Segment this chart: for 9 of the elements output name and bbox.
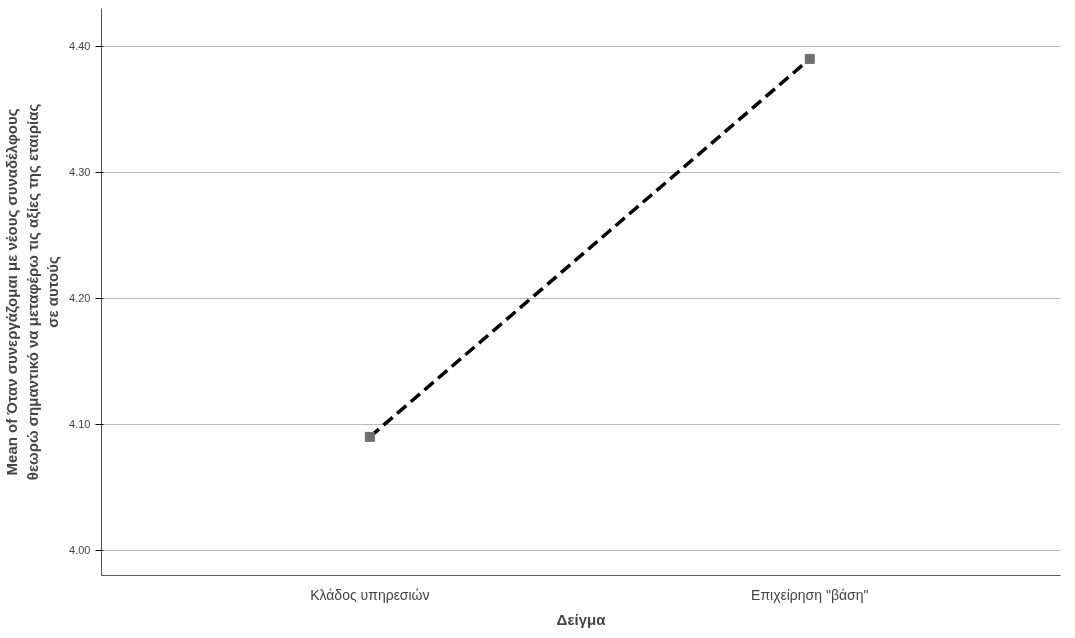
y-tick-label: 4.40 xyxy=(69,40,91,53)
y-tick-label: 4.10 xyxy=(69,418,91,431)
x-axis-title: Δείγμα xyxy=(556,610,607,628)
y-axis-title: Mean of Όταν συνεργάζομαι με νέους συναδέλφους θεωρώ σημαντικό να μεταφέρω τις αξίες της εταιρίας σε αυτούς xyxy=(3,103,62,481)
y-tick-label: 4.30 xyxy=(69,166,91,179)
x-tick-label: Επιχείρηση "βάση" xyxy=(751,586,869,603)
y-tick-label: 4.00 xyxy=(69,544,91,557)
y-tick-label: 4.20 xyxy=(69,292,91,305)
x-tick-label: Κλάδος υπηρεσιών xyxy=(310,586,430,603)
